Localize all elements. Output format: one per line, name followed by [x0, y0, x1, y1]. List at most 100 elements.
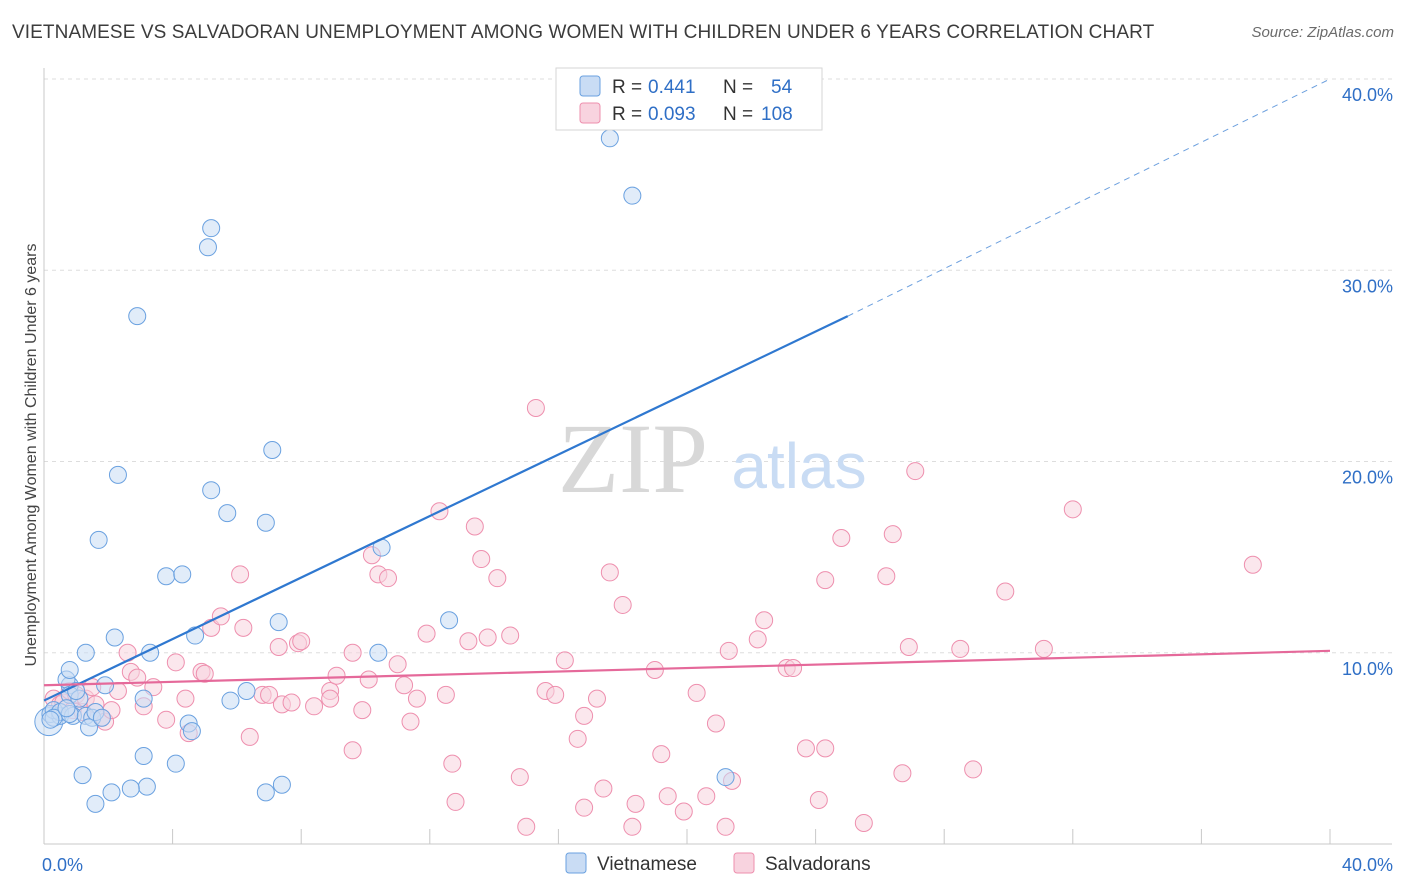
salvadoran-point: [517, 817, 536, 836]
vietnamese-point: [166, 754, 185, 773]
y-tick-label: 30.0%: [1342, 276, 1393, 296]
salvadoran-point: [388, 655, 407, 674]
vietnamese-point: [182, 722, 201, 741]
vietnamese-point: [89, 530, 108, 549]
salvadoran-swatch: [579, 102, 601, 124]
salvadoran-point: [546, 685, 565, 704]
salvadoran-point: [893, 764, 912, 783]
salvadoran-point: [321, 689, 340, 708]
salvadoran-point: [395, 676, 414, 695]
legend-n-label: N =: [723, 104, 753, 125]
vietnamese-point: [102, 783, 121, 802]
salvadoran-point: [832, 529, 851, 547]
top-legend: R = 0.441 N = 54 R = 0.093 N = 108: [555, 67, 823, 131]
vietnamese-point: [440, 611, 459, 630]
salvadoran-point: [443, 754, 462, 773]
vietnamese-point: [186, 626, 205, 645]
salvadoran-point: [343, 643, 362, 662]
salvadoran-point: [472, 550, 491, 569]
salvadoran-point: [697, 787, 716, 806]
bottom-legend: Vietnamese Salvadorans: [565, 852, 871, 875]
vietnamese-trend-line: [43, 315, 849, 702]
salvadoran-point: [231, 565, 250, 584]
vietnamese-point: [73, 766, 92, 785]
tick-labels: 10.0% 20.0% 30.0% 40.0% 0.0% 40.0%: [42, 85, 1393, 875]
salvadoran-point: [501, 626, 520, 645]
salvadoran-point: [488, 569, 507, 588]
vietnamese-point: [600, 129, 619, 148]
gridlines: [44, 78, 1392, 654]
vietnamese-point: [60, 660, 79, 679]
salvadoran-point: [706, 714, 725, 733]
salvadoran-point: [906, 462, 925, 481]
salvadoran-point: [436, 685, 455, 704]
salvadoran-point: [587, 689, 606, 708]
legend-salvadoran-label: Salvadorans: [765, 854, 871, 875]
salvadoran-point: [327, 666, 346, 685]
salvadoran-point: [883, 525, 902, 544]
y-tick-label: 20.0%: [1342, 468, 1393, 488]
salvadoran-point: [568, 729, 587, 748]
watermark-atlas: atlas: [731, 430, 866, 502]
x-tick-label: 40.0%: [1342, 855, 1393, 875]
vietnamese-point: [369, 643, 388, 662]
salvadoran-point: [417, 624, 436, 643]
salvadoran-point: [796, 739, 815, 758]
salvadoran-point: [234, 618, 253, 637]
vietnamese-point: [202, 219, 221, 238]
legend-n-value-salvadoran: 108: [761, 104, 793, 125]
legend-vietnamese-swatch: [565, 852, 587, 874]
salvadoran-point: [626, 794, 645, 813]
vietnamese-point: [173, 565, 192, 584]
salvadoran-point: [652, 745, 671, 764]
vietnamese-point: [221, 691, 240, 710]
legend-n-value-vietnamese: 54: [771, 77, 793, 98]
salvadoran-point: [575, 798, 594, 817]
watermark-zip: ZIP: [558, 403, 708, 514]
vietnamese-point: [128, 307, 147, 326]
salvadoran-point: [379, 569, 398, 588]
salvadoran-point: [877, 567, 896, 586]
vietnamese-point: [134, 689, 153, 708]
salvadoran-point: [809, 791, 828, 810]
salvadoran-point: [459, 632, 478, 651]
vietnamese-point: [105, 628, 124, 647]
salvadoran-point: [1243, 555, 1262, 574]
vietnamese-point: [108, 465, 127, 484]
salvadoran-point: [407, 689, 426, 708]
salvadoran-point: [755, 611, 774, 630]
salvadoran-point: [658, 787, 677, 806]
salvadoran-point: [292, 632, 311, 651]
legend-vietnamese-label: Vietnamese: [597, 854, 697, 875]
salvadoran-point: [816, 739, 835, 758]
vietnamese-point: [198, 238, 217, 257]
salvadoran-point: [555, 651, 574, 670]
salvadoran-point: [401, 712, 420, 731]
salvadoran-point: [719, 641, 738, 660]
vietnamese-swatch: [579, 75, 601, 97]
vietnamese-point: [218, 504, 237, 523]
salvadoran-point: [748, 630, 767, 649]
vietnamese-point: [57, 699, 76, 718]
salvadoran-point: [623, 817, 642, 836]
vietnamese-point: [121, 779, 140, 798]
salvadoran-point: [282, 693, 301, 712]
salvadoran-point: [166, 653, 185, 672]
salvadoran-point: [996, 582, 1015, 601]
salvadoran-point: [353, 701, 372, 720]
salvadoran-point: [157, 710, 176, 729]
vietnamese-point: [202, 481, 221, 500]
vietnamese-point: [256, 783, 275, 802]
salvadoran-point: [816, 571, 835, 590]
y-tick-label: 10.0%: [1342, 659, 1393, 679]
legend-r-label: R =: [612, 104, 642, 125]
salvadoran-point: [269, 638, 288, 657]
vietnamese-point: [269, 613, 288, 632]
trend-lines: [43, 78, 1331, 702]
vietnamese-point: [263, 441, 282, 460]
salvadoran-point: [240, 727, 259, 746]
salvadoran-point: [854, 813, 873, 832]
y-axis-label: Unemployment Among Women with Children U…: [23, 243, 40, 666]
x-tick-label: 0.0%: [42, 855, 83, 875]
